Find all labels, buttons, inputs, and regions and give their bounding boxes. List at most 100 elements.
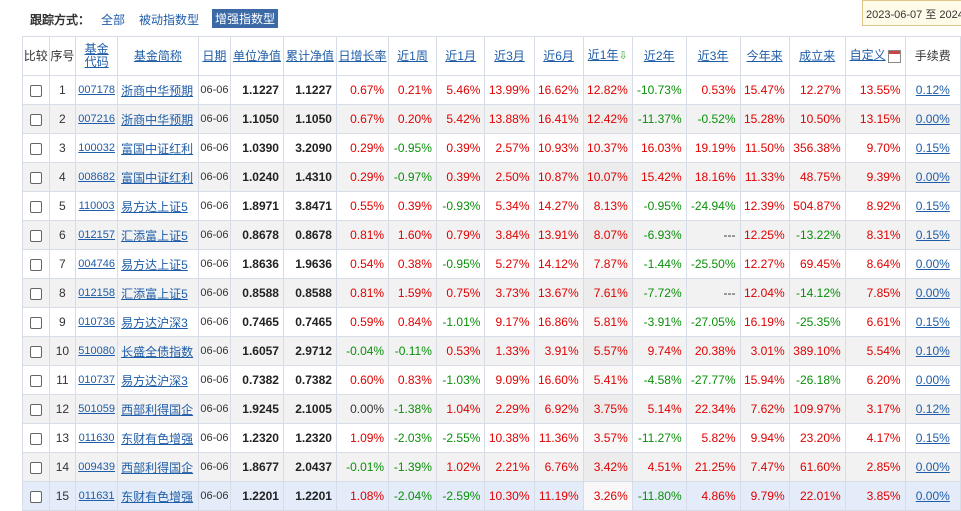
filter-option-passive-index[interactable]: 被动指数型 <box>139 13 200 27</box>
fee-link[interactable]: 0.12% <box>915 83 950 97</box>
col-day[interactable]: 日增长率 <box>335 36 390 76</box>
fund-name-link[interactable]: 富国中证红利 <box>121 170 194 185</box>
fund-code-link[interactable]: 110003 <box>78 200 115 212</box>
fee-link[interactable]: 0.00% <box>915 257 950 271</box>
fee-link[interactable]: 0.00% <box>915 460 950 474</box>
compare-checkbox[interactable] <box>29 432 42 445</box>
col-y2-label[interactable]: 近2年 <box>643 48 675 63</box>
fee-link[interactable]: 0.00% <box>915 286 950 300</box>
fund-code-link[interactable]: 008682 <box>78 171 115 183</box>
fee-link[interactable]: 0.12% <box>915 402 950 416</box>
filter-option-all[interactable]: 全部 <box>101 13 126 27</box>
nav-cell: 1.8971 <box>230 191 284 221</box>
fund-name-link[interactable]: 浙商中华预期 <box>121 83 194 98</box>
col-name-label[interactable]: 基金简称 <box>133 48 182 63</box>
compare-checkbox[interactable] <box>29 403 42 416</box>
compare-checkbox[interactable] <box>29 490 42 503</box>
fee-link[interactable]: 0.10% <box>915 344 950 358</box>
fee-link[interactable]: 0.15% <box>915 199 950 213</box>
fund-name-link[interactable]: 浙商中华预期 <box>121 112 194 127</box>
col-date-label[interactable]: 日期 <box>202 48 227 63</box>
fund-name-link[interactable]: 汇添富上证5 <box>121 228 188 243</box>
fund-code-link[interactable]: 510080 <box>78 345 115 357</box>
fund-name-link[interactable]: 易方达上证5 <box>121 199 188 214</box>
name-cell: 汇添富上证5 <box>117 278 199 308</box>
col-w1-label[interactable]: 近1周 <box>397 48 428 63</box>
col-nav[interactable]: 单位净值 <box>230 36 284 76</box>
date-range-box[interactable]: 2023-06-07 至 2024-06-06 <box>862 0 961 26</box>
col-m1[interactable]: 近1月 <box>435 36 486 76</box>
col-code[interactable]: 基金代码 <box>75 36 119 76</box>
col-since-label[interactable]: 成立来 <box>799 48 836 63</box>
col-code-label[interactable]: 基金代码 <box>84 42 109 69</box>
fund-name-link[interactable]: 汇添富上证5 <box>121 286 188 301</box>
fund-name-link[interactable]: 长盛全债指数 <box>121 344 194 359</box>
col-m1-label[interactable]: 近1月 <box>445 48 476 63</box>
fund-name-link[interactable]: 易方达上证5 <box>121 257 188 272</box>
col-y1-label[interactable]: 近1年 <box>587 48 619 62</box>
fund-name-link[interactable]: 东财有色增强 <box>121 431 194 446</box>
col-y2[interactable]: 近2年 <box>631 36 687 76</box>
compare-checkbox[interactable] <box>29 171 42 184</box>
col-w1[interactable]: 近1周 <box>388 36 437 76</box>
compare-checkbox[interactable] <box>29 142 42 155</box>
col-acc-nav[interactable]: 累计净值 <box>282 36 337 76</box>
col-acc-nav-label[interactable]: 累计净值 <box>285 48 334 63</box>
col-nav-label[interactable]: 单位净值 <box>232 48 281 63</box>
col-y3[interactable]: 近3年 <box>685 36 741 76</box>
fund-name-link[interactable]: 富国中证红利 <box>121 141 194 156</box>
compare-checkbox[interactable] <box>29 200 42 213</box>
fee-link[interactable]: 0.15% <box>915 228 950 242</box>
compare-checkbox[interactable] <box>29 374 42 387</box>
col-since[interactable]: 成立来 <box>788 36 846 76</box>
col-ytd[interactable]: 今年来 <box>739 36 790 76</box>
compare-checkbox[interactable] <box>29 113 42 126</box>
compare-checkbox[interactable] <box>29 229 42 242</box>
fund-code-link[interactable]: 007178 <box>78 84 115 96</box>
col-m3-label[interactable]: 近3月 <box>494 48 525 63</box>
col-m3[interactable]: 近3月 <box>484 36 535 76</box>
compare-checkbox[interactable] <box>29 461 42 474</box>
compare-checkbox[interactable] <box>29 287 42 300</box>
fund-code-link[interactable]: 010736 <box>78 316 115 328</box>
fee-link[interactable]: 0.15% <box>915 141 950 155</box>
fund-name-link[interactable]: 易方达沪深3 <box>121 373 188 388</box>
compare-checkbox[interactable] <box>29 84 42 97</box>
fee-link[interactable]: 0.15% <box>915 315 950 329</box>
fund-code-link[interactable]: 011630 <box>78 432 115 444</box>
col-day-label[interactable]: 日增长率 <box>338 48 387 63</box>
fund-code-link[interactable]: 004746 <box>78 258 115 270</box>
filter-option-enhanced-index[interactable]: 增强指数型 <box>212 9 279 28</box>
fee-link[interactable]: 0.15% <box>915 431 950 445</box>
col-custom-label[interactable]: 自定义 <box>849 48 886 63</box>
fund-code-link[interactable]: 501059 <box>78 403 115 415</box>
w1-cell: 1.60% <box>388 220 437 250</box>
fund-name-link[interactable]: 易方达沪深3 <box>121 315 188 330</box>
compare-checkbox[interactable] <box>29 345 42 358</box>
fee-link[interactable]: 0.00% <box>915 112 950 126</box>
fund-code-link[interactable]: 007216 <box>78 113 115 125</box>
fee-link[interactable]: 0.00% <box>915 373 950 387</box>
col-y1[interactable]: 近1年⇩ <box>582 36 633 76</box>
fund-code-link[interactable]: 010737 <box>78 374 115 386</box>
col-y3-label[interactable]: 近3年 <box>697 48 729 63</box>
fee-link[interactable]: 0.00% <box>915 170 950 184</box>
col-m6[interactable]: 近6月 <box>533 36 584 76</box>
col-m6-label[interactable]: 近6月 <box>543 48 574 63</box>
calendar-icon[interactable] <box>887 49 901 63</box>
fund-code-link[interactable]: 012157 <box>78 229 115 241</box>
col-date[interactable]: 日期 <box>197 36 232 76</box>
fund-code-link[interactable]: 100032 <box>78 142 115 154</box>
col-custom[interactable]: 自定义 <box>844 36 906 76</box>
compare-checkbox[interactable] <box>29 316 42 329</box>
fund-name-link[interactable]: 西部利得国企 <box>121 460 194 475</box>
fund-code-link[interactable]: 009439 <box>78 461 115 473</box>
compare-checkbox[interactable] <box>29 258 42 271</box>
fund-name-link[interactable]: 东财有色增强 <box>121 489 194 504</box>
col-ytd-label[interactable]: 今年来 <box>746 48 783 63</box>
fee-link[interactable]: 0.00% <box>915 489 950 503</box>
fund-code-link[interactable]: 012158 <box>78 287 115 299</box>
fund-name-link[interactable]: 西部利得国企 <box>121 402 194 417</box>
col-name[interactable]: 基金简称 <box>117 36 199 76</box>
fund-code-link[interactable]: 011631 <box>78 490 115 502</box>
